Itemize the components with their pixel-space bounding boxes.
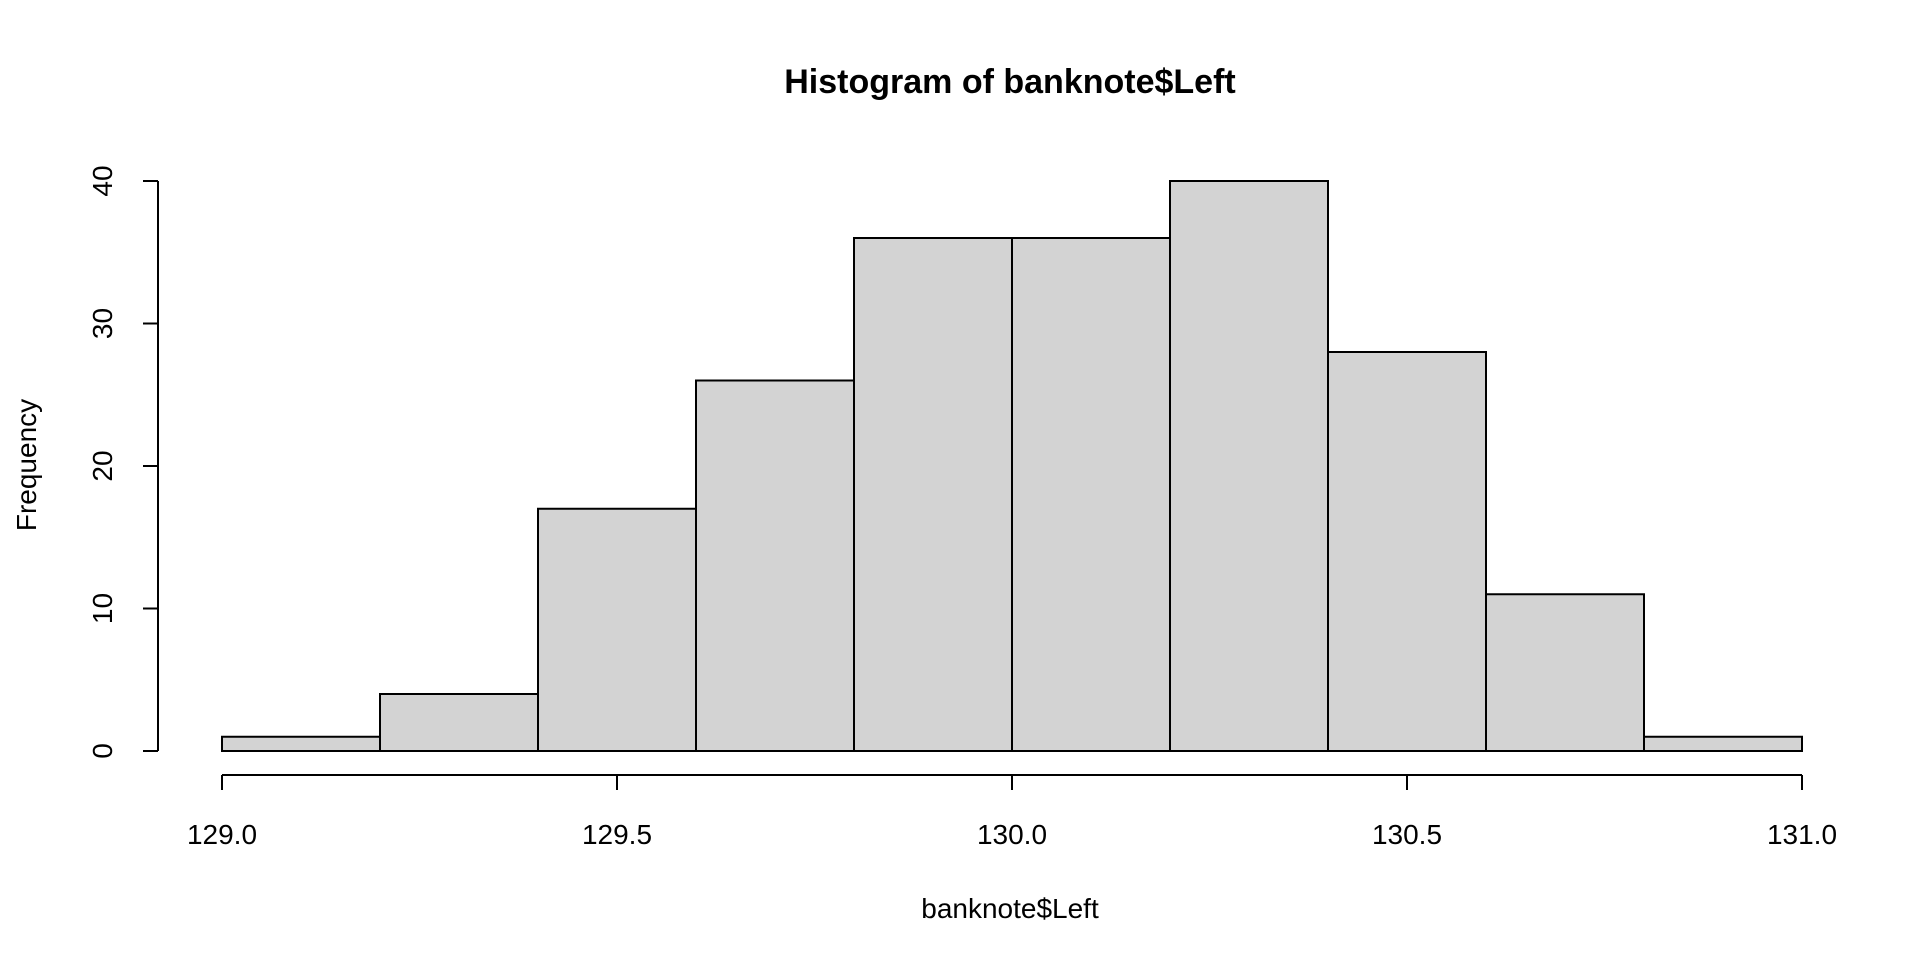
chart-title: Histogram of banknote$Left <box>784 63 1235 101</box>
x-tick-label: 129.5 <box>582 819 652 850</box>
histogram-bar <box>1643 735 1803 752</box>
y-axis-label: Frequency <box>11 399 42 531</box>
x-tick-label: 130.0 <box>977 819 1047 850</box>
x-tick-label: 130.5 <box>1372 819 1442 850</box>
histogram-bar <box>537 507 697 752</box>
y-tick-label: 40 <box>87 165 118 196</box>
histogram-bar <box>1011 237 1171 752</box>
histogram-bar <box>695 379 855 752</box>
y-tick-label: 20 <box>87 450 118 481</box>
x-tick-label: 131.0 <box>1767 819 1837 850</box>
histogram-bar <box>1169 180 1329 752</box>
bars-group <box>221 180 1803 752</box>
y-tick-label: 0 <box>87 743 118 759</box>
histogram-bar <box>379 693 539 752</box>
y-axis: 0 10 20 30 40 <box>87 165 159 759</box>
x-axis-label: banknote$Left <box>921 893 1099 924</box>
y-tick-label: 30 <box>87 308 118 339</box>
histogram-bar <box>853 237 1013 752</box>
histogram-bar <box>221 735 381 752</box>
histogram-bar <box>1485 593 1645 752</box>
x-tick-label: 129.0 <box>187 819 257 850</box>
x-axis: 129.0 129.5 130.0 130.5 131.0 <box>187 774 1837 850</box>
y-tick-label: 10 <box>87 593 118 624</box>
histogram-bar <box>1327 351 1487 752</box>
